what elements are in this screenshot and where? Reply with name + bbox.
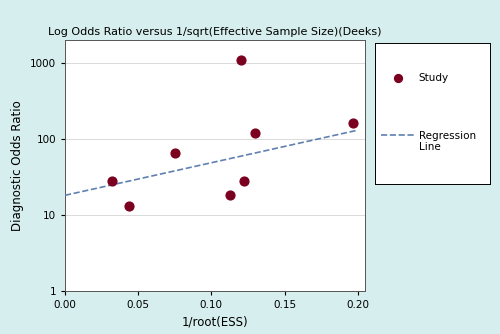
Study: [126, 203, 134, 209]
Study: [350, 121, 358, 126]
Text: Regression
Line: Regression Line: [418, 131, 476, 152]
X-axis label: 1/root(ESS): 1/root(ESS): [182, 315, 248, 328]
Text: Study: Study: [418, 73, 449, 84]
Y-axis label: Diagnostic Odds Ratio: Diagnostic Odds Ratio: [12, 100, 24, 231]
Title: Log Odds Ratio versus 1/sqrt(Effective Sample Size)(Deeks): Log Odds Ratio versus 1/sqrt(Effective S…: [48, 26, 382, 36]
Study: [251, 130, 259, 136]
Study: [240, 178, 248, 183]
Study: [108, 178, 116, 183]
Study: [171, 150, 179, 156]
Study: [226, 193, 234, 198]
Study: [236, 57, 244, 62]
